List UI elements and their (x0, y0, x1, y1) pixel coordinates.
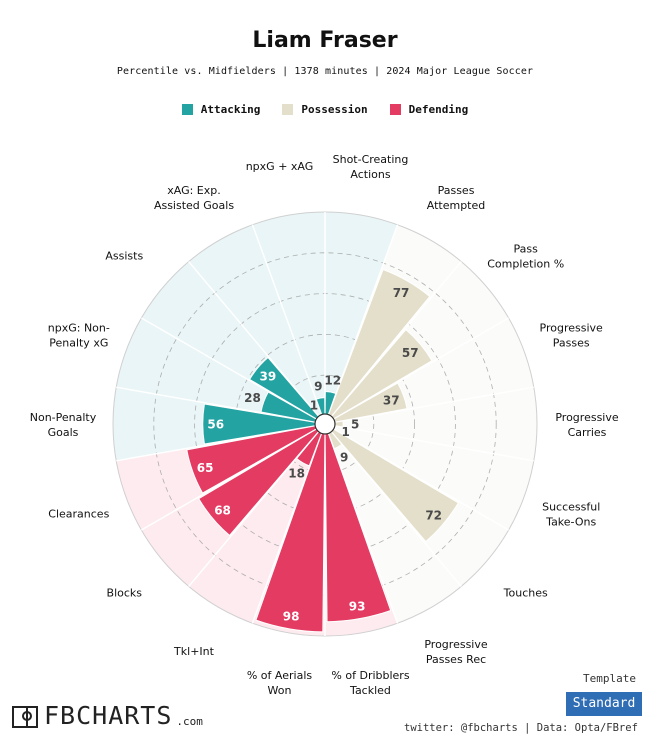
category-label: Progressive Passes (540, 321, 604, 349)
value-label: 98 (283, 609, 300, 623)
value-label: 18 (288, 467, 305, 481)
value-label: 93 (349, 599, 366, 613)
legend-item-possession: Possession (282, 103, 368, 116)
legend-label-attacking: Attacking (200, 103, 261, 116)
value-label: 9 (340, 451, 348, 465)
category-label: Progressive Passes Rec (424, 638, 488, 666)
category-label: Shot-Creating Actions (333, 153, 409, 181)
category-label: % of Aerials Won (247, 669, 313, 697)
value-label: 56 (207, 418, 224, 432)
logo-suffix: .com (176, 715, 203, 728)
category-label: Successful Take-Ons (542, 501, 600, 529)
value-label: 72 (425, 509, 442, 523)
fbcharts-logo: FBCHARTS .com (12, 701, 203, 730)
category-label: Assists (105, 250, 143, 263)
category-label: Tkl+Int (173, 645, 215, 658)
background-wedge (252, 212, 325, 417)
legend: Attacking Possession Defending (0, 103, 650, 116)
background-wedge (325, 212, 398, 417)
value-label: 1 (342, 425, 350, 439)
legend-label-defending: Defending (408, 103, 469, 116)
legend-item-attacking: Attacking (181, 103, 261, 116)
pitch-icon (12, 706, 38, 728)
background-wedge (332, 387, 537, 461)
category-label: npxG + xAG (246, 160, 314, 173)
category-label: Clearances (48, 508, 109, 521)
template-badge: Standard (566, 692, 642, 716)
background-wedge (188, 224, 323, 418)
chart-subtitle: Percentile vs. Midfielders | 1378 minute… (116, 66, 534, 77)
value-label: 28 (244, 391, 261, 405)
legend-swatch-defending (389, 104, 401, 115)
spoke (251, 224, 323, 417)
value-label: 77 (393, 286, 410, 300)
value-label: 1 (310, 398, 318, 412)
category-label: npxG: Non-Penalty xG (48, 321, 110, 349)
category-label: Pass Completion % (487, 243, 564, 271)
category-label: Touches (503, 586, 548, 599)
value-label: 37 (383, 393, 400, 407)
grid-ring (153, 252, 497, 596)
legend-swatch-attacking (181, 104, 193, 115)
template-label: Template (583, 672, 636, 685)
category-label: Passes Attempted (427, 184, 486, 212)
logo-text: FBCHARTS (44, 701, 173, 730)
value-label: 68 (214, 503, 231, 517)
category-label: Progressive Carries (555, 411, 619, 439)
category-label: Blocks (107, 586, 143, 599)
chart-title: Liam Fraser (252, 28, 398, 53)
legend-label-possession: Possession (301, 103, 368, 116)
value-label: 12 (324, 374, 341, 388)
background-wedge (188, 430, 323, 624)
spoke (332, 424, 534, 462)
center-circle (314, 413, 336, 435)
legend-item-defending: Defending (389, 103, 469, 116)
legend-swatch-possession (282, 104, 294, 115)
background-wedge (331, 425, 534, 530)
value-label: 5 (351, 418, 359, 432)
category-label: % of Dribblers Tackled (331, 669, 409, 697)
value-label: 9 (314, 380, 322, 394)
value-label: 39 (260, 370, 277, 384)
category-label: Non-Penalty Goals (30, 411, 97, 439)
value-label: 57 (402, 346, 419, 360)
category-label: xAG: Exp. Assisted Goals (154, 184, 234, 212)
credit-text: twitter: @fbcharts | Data: Opta/FBref (404, 722, 638, 734)
value-label: 65 (197, 461, 214, 475)
background-wedge (327, 430, 462, 624)
